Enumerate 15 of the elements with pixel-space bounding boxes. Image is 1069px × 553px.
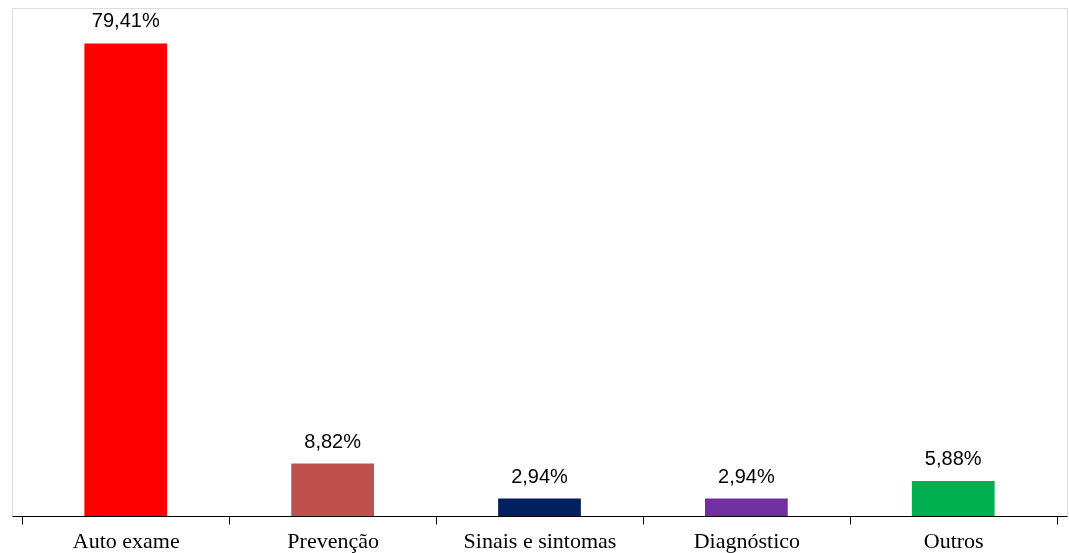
bar [84, 43, 168, 516]
x-tick-label: Outros [923, 527, 984, 553]
x-tick-label: Sinais e sintomas [463, 527, 617, 553]
bar [911, 481, 995, 516]
x-tick-label: Prevenção [287, 527, 379, 553]
x-tick-label: Diagnóstico [693, 527, 801, 553]
data-label: 79,41% [91, 9, 160, 32]
bar [704, 498, 788, 516]
data-label: 2,94% [718, 464, 775, 487]
data-label: 2,94% [511, 464, 569, 487]
data-label: 5,88% [924, 447, 982, 470]
bar [498, 498, 581, 516]
bar [291, 463, 375, 516]
x-tick-label: Auto exame [72, 527, 180, 553]
data-label: 8,82% [304, 429, 362, 452]
